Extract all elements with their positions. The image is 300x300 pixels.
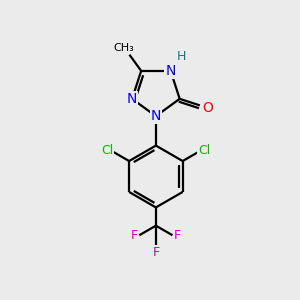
Text: F: F — [152, 246, 160, 259]
Text: N: N — [127, 92, 137, 106]
Text: O: O — [202, 101, 213, 115]
Text: F: F — [130, 229, 138, 242]
Text: Cl: Cl — [101, 144, 113, 157]
Text: H: H — [176, 50, 186, 63]
Text: CH₃: CH₃ — [114, 43, 135, 52]
Text: Cl: Cl — [198, 144, 211, 157]
Text: F: F — [174, 229, 181, 242]
Text: N: N — [165, 64, 176, 78]
Text: N: N — [151, 109, 161, 123]
